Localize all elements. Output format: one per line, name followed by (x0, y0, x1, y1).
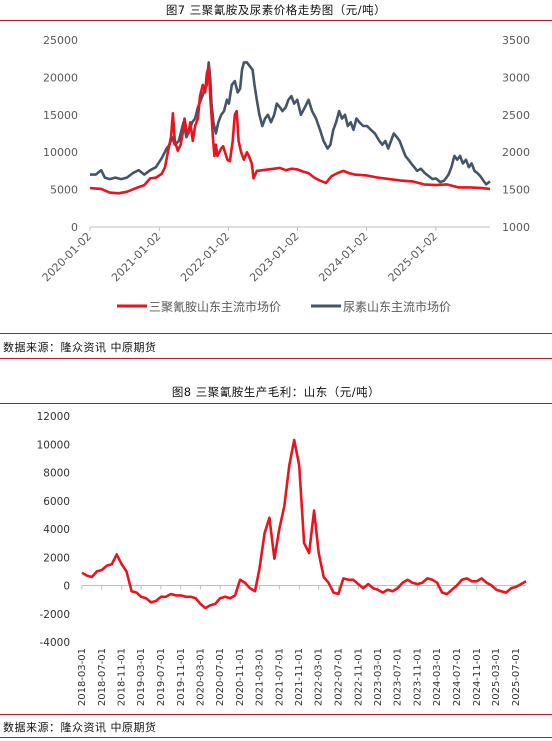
x-tick-label: 2021-01-02 (109, 230, 163, 284)
x-tick-label: 2024-11-01 (472, 648, 483, 706)
y-left-tick-label: 0 (71, 221, 78, 234)
x-tick-label: 2025-07-01 (511, 648, 522, 706)
gross-margin-chart: -4000 -2000 0 2000 4000 6000 8000 10000 12000 201… (37, 411, 527, 706)
y-left-tick-label: 5000 (50, 184, 78, 197)
x-tick-label: 2019-11-01 (176, 648, 187, 706)
y-right-tick-label: 1000 (502, 221, 530, 234)
figure8-top-rule (0, 403, 552, 404)
figure7-title: 图7 三聚氰胺及尿素价格走势图（元/吨） (165, 3, 387, 17)
x-tick-label: 2021-11-01 (294, 648, 305, 706)
figure8-source-rule (0, 714, 552, 715)
y-tick-label: -2000 (39, 609, 70, 621)
y-right-tick-label: 3000 (502, 71, 530, 84)
x-tick-label: 2023-11-01 (412, 648, 423, 706)
x-tick-label: 2020-07-01 (215, 648, 226, 706)
y-tick-label: 12000 (37, 411, 70, 423)
legend-label-melamine: 三聚氰胺山东主流市场价 (149, 299, 281, 314)
y-tick-label: 4000 (43, 524, 70, 536)
y-tick-label: 0 (63, 581, 70, 593)
y-tick-label: 6000 (43, 496, 70, 508)
x-tick-label: 2023-07-01 (393, 648, 404, 706)
urea-price-line (90, 61, 491, 186)
x-tick-label: 2021-03-01 (255, 648, 266, 706)
figure8-title: 图8 三聚氰胺生产毛利：山东（元/吨） (171, 385, 381, 399)
x-tick-label: 2022-03-01 (314, 648, 325, 706)
y-tick-label: 8000 (43, 468, 70, 480)
x-tick-label: 2020-11-01 (235, 648, 246, 706)
x-tick-label: 2022-07-01 (333, 648, 344, 706)
x-tick-label: 2024-07-01 (452, 648, 463, 706)
y-left-tick-label: 15000 (43, 109, 78, 122)
x-tick-label: 2018-07-01 (97, 648, 108, 706)
x-tick-label: 2024-01-02 (316, 230, 370, 284)
x-tick-label: 2025-01-02 (386, 230, 440, 284)
x-tick-label: 2019-07-01 (156, 648, 167, 706)
gross-margin-line (81, 438, 527, 610)
legend-label-urea: 尿素山东主流市场价 (343, 299, 451, 314)
x-tick-label: 2018-11-01 (117, 648, 128, 706)
y-tick-label: 2000 (43, 552, 70, 564)
y-right-tick-label: 2000 (502, 146, 530, 159)
y-left-tick-label: 20000 (43, 71, 78, 84)
y-left-tick-label: 25000 (43, 34, 78, 47)
y-left-tick-label: 10000 (43, 146, 78, 159)
figure7-bottom-rule (0, 358, 552, 359)
x-tick-label: 2023-01-02 (247, 230, 301, 284)
x-tick-label: 2022-11-01 (353, 648, 364, 706)
y-right-tick-label: 3500 (502, 34, 530, 47)
y-right-tick-label: 1500 (502, 184, 530, 197)
figure8-source: 数据来源：隆众资讯 中原期货 (3, 721, 157, 734)
figure8-bottom-rule (0, 737, 552, 738)
x-tick-label: 2024-03-01 (432, 648, 443, 706)
y-tick-label: 10000 (37, 439, 70, 451)
figure7-source: 数据来源：隆众资讯 中原期货 (3, 341, 157, 354)
melamine-price-line (89, 64, 491, 195)
x-tick-label: 2019-03-01 (136, 648, 147, 706)
price-trend-chart: 0 5000 10000 15000 20000 25000 1000 1500 2000 250… (40, 34, 530, 314)
x-tick-label: 2023-03-01 (373, 648, 384, 706)
x-tick-label: 2018-03-01 (77, 648, 88, 706)
figure7-source-rule (0, 333, 552, 334)
figure7-top-rule (0, 20, 552, 21)
x-tick-label: 2020-01-02 (40, 230, 94, 284)
y-right-tick-label: 2500 (502, 109, 530, 122)
x-tick-label: 2022-01-02 (178, 230, 232, 284)
x-tick-label: 2021-07-01 (274, 648, 285, 706)
y-tick-label: -4000 (39, 637, 70, 649)
x-tick-label: 2020-03-01 (195, 648, 206, 706)
x-tick-label: 2025-03-01 (491, 648, 502, 706)
